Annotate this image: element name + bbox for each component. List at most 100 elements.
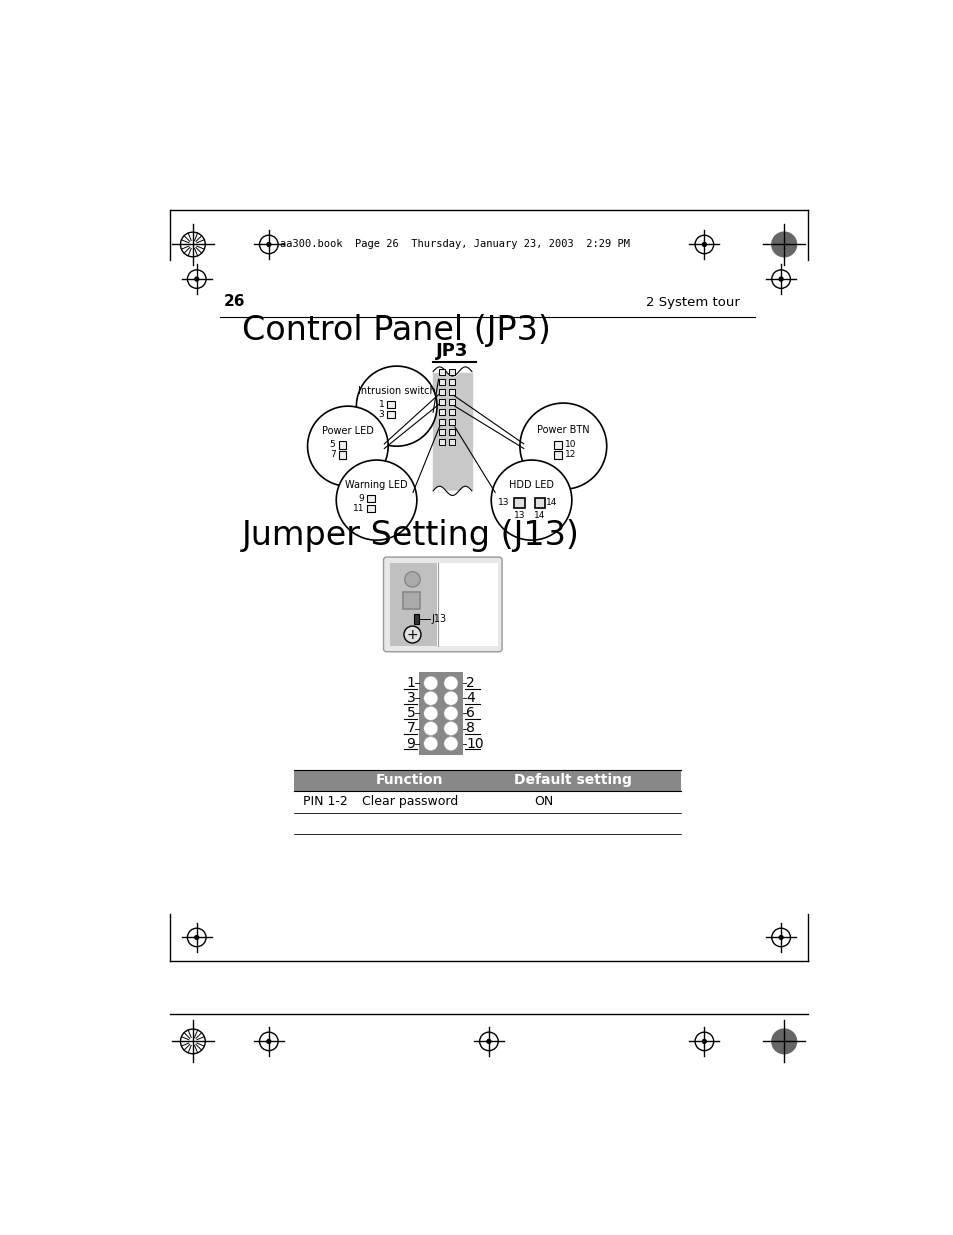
Bar (390, 563, 436, 646)
Bar (514, 498, 524, 508)
Text: 13: 13 (514, 511, 525, 520)
Text: 10: 10 (564, 440, 576, 450)
Bar (534, 498, 544, 508)
Text: J13: J13 (431, 614, 446, 624)
Bar (338, 441, 346, 448)
Circle shape (423, 721, 437, 735)
Text: 3: 3 (406, 692, 415, 705)
Bar (367, 505, 375, 513)
Text: 9: 9 (358, 494, 364, 503)
Circle shape (491, 461, 571, 540)
Text: Function: Function (375, 773, 443, 788)
Circle shape (267, 242, 271, 246)
Bar (387, 401, 395, 409)
Bar (418, 672, 462, 755)
Bar (294, 769, 680, 792)
Text: 1: 1 (378, 400, 384, 409)
Text: 8: 8 (466, 721, 475, 736)
Text: 11: 11 (353, 504, 364, 513)
Circle shape (701, 1040, 705, 1044)
Text: +: + (406, 627, 417, 641)
Text: 26: 26 (224, 294, 245, 309)
Circle shape (779, 277, 782, 282)
Text: Control Panel (JP3): Control Panel (JP3) (241, 314, 550, 347)
Bar (448, 430, 455, 436)
Circle shape (771, 1029, 796, 1053)
Bar (438, 369, 444, 375)
Circle shape (335, 461, 416, 540)
Bar (438, 389, 444, 395)
Text: Warning LED: Warning LED (345, 480, 408, 490)
Bar (554, 451, 561, 458)
Circle shape (771, 232, 796, 257)
Circle shape (423, 737, 437, 751)
Text: Default setting: Default setting (513, 773, 631, 788)
Text: 5: 5 (406, 706, 415, 720)
Text: ON: ON (534, 795, 553, 809)
Circle shape (404, 572, 419, 587)
Text: aa300.book  Page 26  Thursday, January 23, 2003  2:29 PM: aa300.book Page 26 Thursday, January 23,… (280, 240, 630, 249)
Circle shape (443, 737, 457, 751)
Bar (414, 615, 419, 624)
Text: 2: 2 (466, 676, 475, 690)
Bar (448, 389, 455, 395)
Bar (554, 441, 561, 448)
Circle shape (307, 406, 388, 487)
Text: 14: 14 (545, 498, 557, 508)
Circle shape (443, 677, 457, 690)
Text: JP3: JP3 (436, 342, 468, 359)
Bar (438, 430, 444, 436)
Circle shape (443, 706, 457, 720)
Bar (387, 411, 395, 419)
Polygon shape (433, 372, 472, 490)
Text: 3: 3 (378, 410, 384, 419)
Text: PIN 1-2: PIN 1-2 (303, 795, 347, 809)
Text: 9: 9 (406, 736, 415, 751)
Text: 4: 4 (466, 692, 475, 705)
Text: 13: 13 (497, 498, 509, 508)
Text: HDD LED: HDD LED (509, 480, 554, 490)
Bar (436, 563, 497, 646)
Text: 1: 1 (406, 676, 415, 690)
Circle shape (779, 936, 782, 940)
Bar (448, 440, 455, 446)
Bar (438, 419, 444, 425)
Text: Clear password: Clear password (361, 795, 457, 809)
Bar (448, 379, 455, 385)
Circle shape (443, 721, 457, 735)
Text: 7: 7 (406, 721, 415, 736)
Circle shape (701, 242, 705, 246)
Circle shape (519, 403, 606, 489)
Bar (438, 409, 444, 415)
Bar (367, 495, 375, 503)
Text: 12: 12 (564, 451, 576, 459)
Circle shape (194, 936, 198, 940)
Bar (448, 369, 455, 375)
Text: 5: 5 (330, 440, 335, 450)
Text: 2 System tour: 2 System tour (645, 296, 740, 309)
Text: 10: 10 (466, 736, 483, 751)
Bar (448, 409, 455, 415)
Circle shape (443, 692, 457, 705)
Bar (438, 379, 444, 385)
Circle shape (486, 1040, 491, 1044)
Bar (403, 592, 419, 609)
Circle shape (423, 692, 437, 705)
Text: Power LED: Power LED (321, 426, 374, 436)
Text: Jumper Setting (J13): Jumper Setting (J13) (241, 519, 579, 552)
Text: Power BTN: Power BTN (537, 425, 589, 435)
Text: 6: 6 (466, 706, 475, 720)
FancyBboxPatch shape (383, 557, 501, 652)
Bar (448, 419, 455, 425)
Text: 14: 14 (534, 511, 545, 520)
Circle shape (403, 626, 420, 643)
Circle shape (194, 277, 198, 282)
Circle shape (423, 706, 437, 720)
Circle shape (356, 366, 436, 446)
Circle shape (267, 1040, 271, 1044)
Text: 7: 7 (330, 451, 335, 459)
Text: Intrusion switch: Intrusion switch (357, 385, 436, 396)
Bar (438, 440, 444, 446)
Bar (338, 451, 346, 458)
Circle shape (423, 677, 437, 690)
